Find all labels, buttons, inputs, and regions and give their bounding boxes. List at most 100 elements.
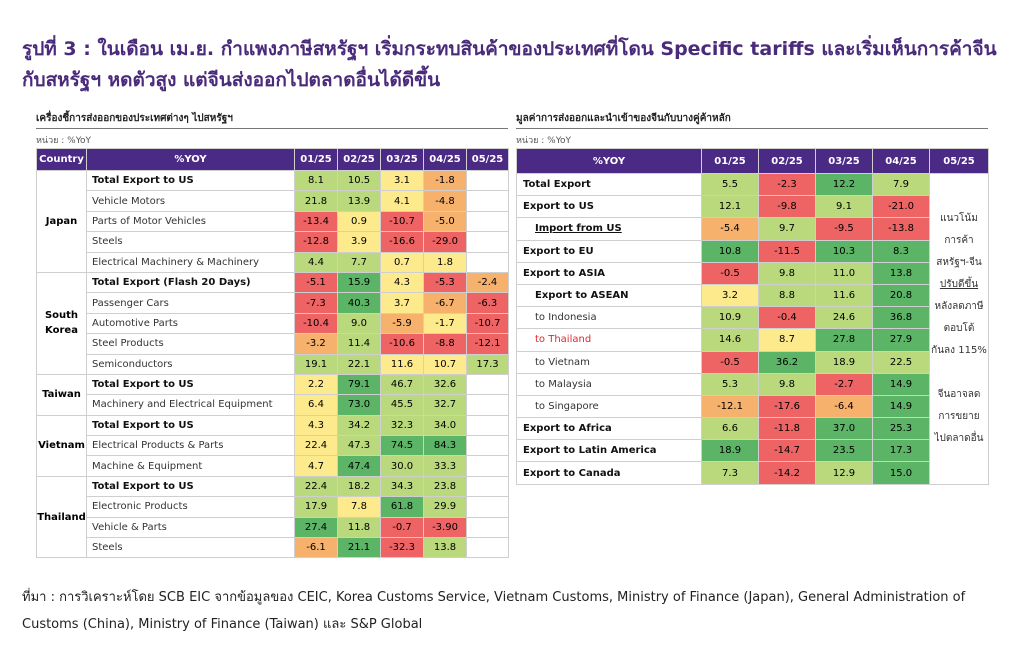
data-cell: 7.3: [701, 461, 759, 485]
column-header: 03/25: [815, 148, 873, 174]
note-line: หลังลดภาษี: [934, 300, 984, 312]
item-text: to Singapore: [535, 400, 599, 412]
note-line: [931, 362, 988, 384]
table-row: Japan Total Export to US 8.1 10.5 3.1 -1.8: [36, 169, 509, 273]
note-line: จีนอาจลด: [937, 388, 981, 400]
item-label: Total Export: [516, 172, 702, 197]
data-cell: 9.8: [758, 261, 816, 285]
data-cell: 11.0: [815, 261, 873, 285]
item-label: Parts of Motor Vehicles: [86, 210, 295, 233]
country-label: South Korea: [36, 271, 87, 375]
data-cell: -12.8: [294, 231, 338, 253]
data-cell: 27.8: [815, 328, 873, 352]
data-cell: -9.5: [815, 217, 873, 241]
table-row: Automotive Parts -10.4 9.0 -5.9 -1.7 -10.7: [37, 312, 509, 335]
data-cell: 6.6: [701, 417, 759, 441]
item-label: Export to Africa: [516, 417, 702, 441]
note-line: การค้า: [944, 234, 974, 246]
table-row: Total Export 5.5 -2.3 12.2 7.9 แนวโน้ม การค้าส…: [516, 172, 989, 485]
table-row: Parts of Motor Vehicles -13.4 0.9 -10.7 -5.0: [37, 210, 509, 233]
data-cell: 34.3: [380, 475, 424, 498]
left-table: Country %YOY 01/25 02/25 03/25 04/25 05/25 Jap…: [36, 148, 509, 559]
table-row: Semiconductors 19.1 22.1 11.6 10.7 17.3: [37, 353, 509, 375]
item-label: Steels: [86, 537, 295, 559]
table-row: Import from US -5.4 9.7 -9.5 -13.8: [516, 217, 989, 241]
item-label: Passenger Cars: [86, 292, 295, 314]
data-cell: 79.1: [337, 373, 381, 396]
data-cell: 6.4: [294, 394, 338, 416]
item-label: Electronic Products: [86, 496, 295, 518]
left-table-title: เครื่องชี้การส่งออกของประเทศต่างๆ ไปสหรั…: [36, 113, 233, 124]
table-row: Export to Latin America 18.9 -14.7 23.5 17.3: [516, 439, 989, 463]
column-header: 02/25: [337, 148, 381, 171]
data-cell: 11.8: [337, 516, 381, 539]
data-cell: 32.3: [380, 414, 424, 437]
country-label: Vietnam: [36, 414, 87, 477]
item-label: Export to US: [516, 195, 702, 219]
item-label: Vehicle Motors: [86, 190, 295, 212]
data-cell: -1.8: [423, 169, 467, 192]
data-cell: 3.7: [380, 292, 424, 314]
data-cell: -0.5: [701, 261, 759, 285]
item-text: to Vietnam: [535, 356, 590, 368]
table-row: Vietnam Total Export to US 4.3 34.2 32.3 34.0: [36, 414, 509, 477]
table-row: Steel Products -3.2 11.4 -10.6 -8.8 -12.1: [37, 333, 509, 355]
item-label: Steels: [86, 231, 295, 253]
note-line: กันลง 115%: [931, 344, 987, 356]
column-header: 01/25: [701, 148, 759, 174]
data-cell: 45.5: [380, 394, 424, 416]
item-label: Steel Products: [86, 333, 295, 355]
column-header: 01/25: [294, 148, 338, 171]
data-cell: [466, 231, 509, 253]
data-cell: -10.6: [380, 333, 424, 355]
data-cell: -32.3: [380, 537, 424, 559]
data-cell: 3.9: [337, 231, 381, 253]
table-row: Export to EU 10.8 -11.5 10.3 8.3: [516, 239, 989, 263]
data-cell: 47.3: [337, 435, 381, 457]
item-text: Export to Latin America: [523, 445, 657, 457]
data-cell: -2.3: [758, 172, 816, 197]
data-cell: -2.4: [466, 271, 509, 294]
table-row: to Singapore -12.1 -17.6 -6.4 14.9: [516, 394, 989, 419]
item-text: Export to Canada: [523, 467, 621, 479]
item-label: Electrical Machinery & Machinery: [86, 251, 295, 273]
data-cell: [466, 210, 509, 233]
left-title-rule: [36, 128, 508, 129]
data-cell: -5.0: [423, 210, 467, 233]
data-cell: 10.5: [337, 169, 381, 192]
table-row: Passenger Cars -7.3 40.3 3.7 -6.7 -6.3: [37, 292, 509, 314]
right-title-rule: [516, 128, 988, 129]
data-cell: 5.3: [701, 372, 759, 396]
data-cell: [466, 516, 509, 539]
table-row: to Thailand 14.6 8.7 27.8 27.9: [516, 328, 989, 352]
data-cell: 47.4: [337, 455, 381, 477]
item-label: Import from US: [516, 217, 702, 241]
data-cell: -0.4: [758, 306, 816, 330]
data-cell: [466, 455, 509, 477]
data-cell: [466, 169, 509, 192]
data-cell: 9.8: [758, 372, 816, 396]
data-cell: -9.8: [758, 195, 816, 219]
data-cell: 36.2: [758, 350, 816, 374]
data-cell: 84.3: [423, 435, 467, 457]
data-cell: 74.5: [380, 435, 424, 457]
data-cell: 8.1: [294, 169, 338, 192]
data-cell: 4.3: [380, 271, 424, 294]
data-cell: [466, 251, 509, 273]
data-cell: -10.4: [294, 312, 338, 335]
data-cell: 37.0: [815, 417, 873, 441]
data-cell: [466, 394, 509, 416]
item-label: Total Export to US: [86, 475, 295, 498]
item-label: Total Export (Flash 20 Days): [86, 271, 295, 294]
data-cell: 22.5: [872, 350, 930, 374]
data-cell: -14.2: [758, 461, 816, 485]
table-row: Export to ASEAN 3.2 8.8 11.6 20.8: [516, 283, 989, 308]
data-cell: 2.2: [294, 373, 338, 396]
source-note: ที่มา : การวิเคราะห์โดย SCB EIC จากข้อมู…: [22, 590, 966, 632]
data-cell: 0.9: [337, 210, 381, 233]
table-row: to Vietnam -0.5 36.2 18.9 22.5: [516, 350, 989, 374]
column-header: 05/25: [466, 148, 509, 171]
item-text: to Indonesia: [535, 312, 597, 324]
column-header: 02/25: [758, 148, 816, 174]
data-cell: -6.4: [815, 394, 873, 419]
